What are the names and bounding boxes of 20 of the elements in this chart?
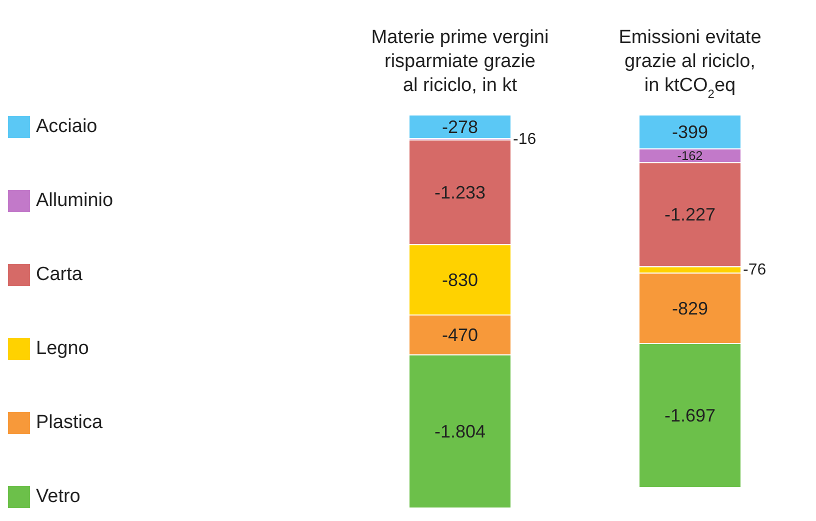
data-label: -830 — [442, 270, 478, 290]
data-label: -1.804 — [434, 421, 486, 442]
data-label: -399 — [672, 122, 708, 142]
data-label: -16 — [513, 130, 536, 148]
data-label: -470 — [442, 324, 478, 345]
legend-label: Vetro — [36, 486, 80, 508]
legend-label: Acciaio — [36, 116, 98, 138]
data-label: -829 — [672, 298, 708, 318]
data-label: -1.697 — [664, 406, 716, 426]
legend-label: Legno — [36, 338, 89, 360]
data-label: -76 — [743, 261, 766, 278]
data-label: -1.233 — [434, 182, 486, 202]
legend-label: Plastica — [36, 412, 103, 434]
data-label: -1.227 — [664, 204, 716, 225]
data-label: -278 — [442, 116, 478, 137]
legend-label: Carta — [36, 264, 82, 286]
legend-label: Alluminio — [36, 190, 114, 212]
x-tick-label: Emissioni evitate grazie al riciclo, in ktCO$_{2}$eq — [618, 27, 762, 101]
data-label: -162 — [677, 148, 703, 164]
x-tick-label: Materie prime vergini risparmiate grazie al riciclo, in kt — [371, 27, 549, 96]
